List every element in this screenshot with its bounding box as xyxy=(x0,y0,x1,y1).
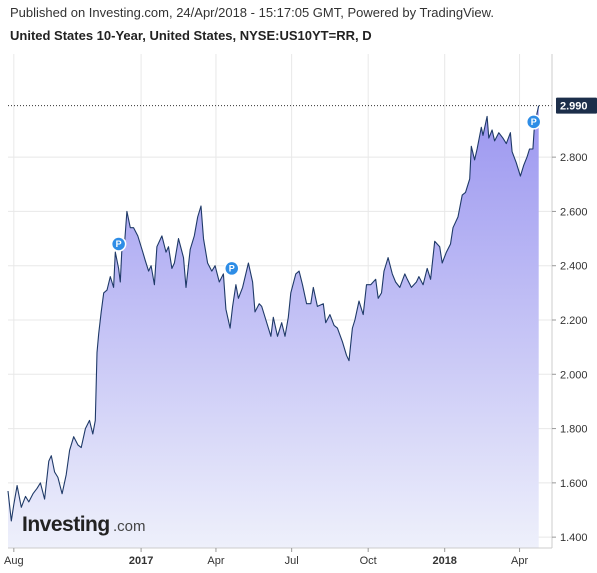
y-tick-label: 1.800 xyxy=(560,424,588,436)
x-tick-label: Apr xyxy=(511,555,528,567)
marker-circle[interactable] xyxy=(224,260,240,277)
last-price-tag: 2.990 xyxy=(556,97,597,114)
series-area xyxy=(7,105,540,548)
x-tick-label: 2018 xyxy=(432,555,456,567)
published-info: Published on Investing.com, 24/Apr/2018 … xyxy=(10,5,494,20)
price-tag-bg xyxy=(556,97,597,114)
y-tick-label: 2.600 xyxy=(560,206,588,218)
y-tick-label: 1.600 xyxy=(560,478,588,490)
x-axis: Aug 2017 Apr Jul Oct 2018 Apr xyxy=(4,547,552,567)
y-axis: 1.400 1.600 1.800 2.000 2.200 2.400 2.600 2.800… xyxy=(551,54,597,548)
y-tick-label: 2.800 xyxy=(560,152,588,164)
x-tick-label: Aug xyxy=(4,555,24,567)
x-tick-label: Oct xyxy=(360,555,377,567)
event-markers[interactable]: P P P xyxy=(110,114,542,277)
x-tick-label: 2017 xyxy=(129,555,153,567)
price-tag-value: 2.990 xyxy=(560,101,588,113)
event-marker[interactable]: P xyxy=(110,236,127,252)
logo-suffix: .com xyxy=(113,518,146,535)
investing-logo: Investing .com xyxy=(22,513,146,536)
marker-label: P xyxy=(531,117,537,127)
marker-circle[interactable] xyxy=(110,236,127,252)
marker-circle[interactable] xyxy=(525,114,542,130)
marker-label: P xyxy=(229,264,235,274)
event-marker[interactable]: P xyxy=(224,260,240,277)
area-fill xyxy=(8,105,539,548)
y-tick-label: 2.200 xyxy=(560,315,588,327)
marker-label: P xyxy=(116,239,122,249)
x-tick-label: Jul xyxy=(285,555,299,567)
series-line xyxy=(7,105,540,522)
chart-title: United States 10-Year, United States, NY… xyxy=(10,28,372,43)
x-tick-label: Apr xyxy=(207,555,224,567)
y-tick-label: 1.400 xyxy=(560,532,588,544)
y-tick-label: 2.400 xyxy=(560,261,588,273)
event-marker[interactable]: P xyxy=(525,114,542,130)
logo-wordmark: Investing xyxy=(22,513,110,536)
y-tick-label: 2.000 xyxy=(560,369,588,381)
